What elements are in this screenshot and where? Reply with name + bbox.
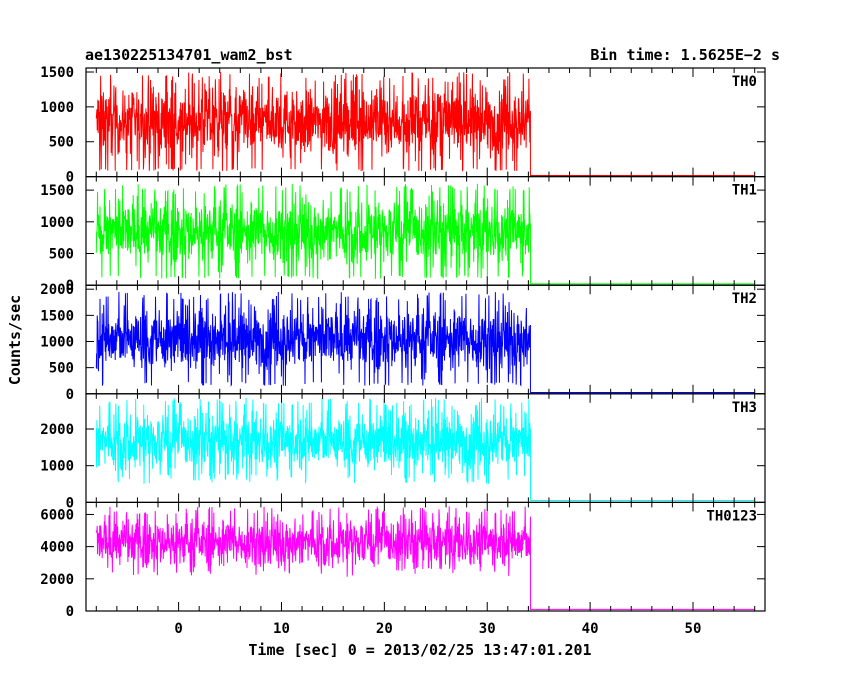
y-tick-label: 1500 (40, 308, 74, 324)
y-axis-label: Counts/sec (6, 295, 24, 385)
panel-th3: 0 1000 2000 TH3 (40, 393, 766, 511)
y-tick-label: 1000 (40, 100, 74, 116)
panel-th1: 0 500 1000 1500 TH1 (40, 176, 766, 294)
y-tick-label: 0 (66, 170, 74, 186)
series-line-th3 (95, 397, 755, 502)
y-tick-label: 2000 (40, 282, 74, 298)
y-tick-label: 500 (49, 135, 74, 151)
y-tick-label: 6000 (40, 507, 74, 523)
x-tick-label: 10 (273, 621, 290, 637)
y-tick-label: 500 (49, 247, 74, 263)
y-tick-label: 2000 (40, 572, 74, 588)
y-tick-label: 1000 (40, 215, 74, 231)
series-name-label: TH2 (732, 291, 757, 307)
y-tick-label: 1000 (40, 459, 74, 475)
series-name-label: TH0 (732, 74, 757, 90)
y-tick-label: 1500 (40, 65, 74, 81)
x-tick-label: 40 (582, 621, 599, 637)
y-tick-label: 1500 (40, 183, 74, 199)
series-name-label: TH3 (732, 400, 757, 416)
series-line-th0123 (95, 506, 755, 610)
series-line-th1 (95, 183, 755, 285)
x-tick-label: 0 (174, 621, 182, 637)
chart-title: ae130225134701_wam2_bst (85, 46, 293, 64)
series-line-th2 (95, 291, 755, 393)
panel-th0: 0 500 1000 1500 TH0 (40, 65, 766, 186)
y-tick-label: 0 (66, 387, 74, 403)
y-tick-label: 0 (66, 278, 74, 294)
x-axis-label: Time [sec] 0 = 2013/02/25 13:47:01.201 (248, 641, 591, 659)
x-tick-label: 20 (376, 621, 393, 637)
series-name-label: TH0123 (706, 508, 757, 524)
y-tick-label: 0 (66, 604, 74, 620)
series-line-th0 (95, 72, 755, 177)
y-tick-label: 0 (66, 495, 74, 511)
y-tick-label: 4000 (40, 540, 74, 556)
series-name-label: TH1 (732, 183, 757, 199)
panel-th2: 0 500 1000 1500 2000 TH2 (40, 282, 766, 403)
y-tick-label: 2000 (40, 422, 74, 438)
y-tick-label: 1000 (40, 335, 74, 351)
panel-th0123: 0 2000 4000 6000 TH0123 (40, 501, 766, 620)
x-tick-label: 50 (685, 621, 702, 637)
bin-time-label: Bin time: 1.5625E−2 s (590, 46, 780, 64)
y-tick-label: 500 (49, 361, 74, 377)
x-tick-label: 30 (479, 621, 496, 637)
